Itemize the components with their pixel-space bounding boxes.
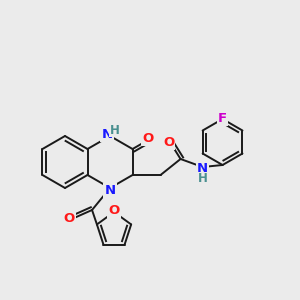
Text: O: O xyxy=(108,205,120,218)
Text: F: F xyxy=(218,112,227,124)
Text: O: O xyxy=(63,212,75,224)
Text: O: O xyxy=(163,136,174,148)
Text: N: N xyxy=(197,161,208,175)
Text: H: H xyxy=(198,172,208,185)
Text: O: O xyxy=(142,131,154,145)
Text: N: N xyxy=(104,184,116,197)
Text: H: H xyxy=(110,124,120,136)
Text: N: N xyxy=(101,128,112,140)
